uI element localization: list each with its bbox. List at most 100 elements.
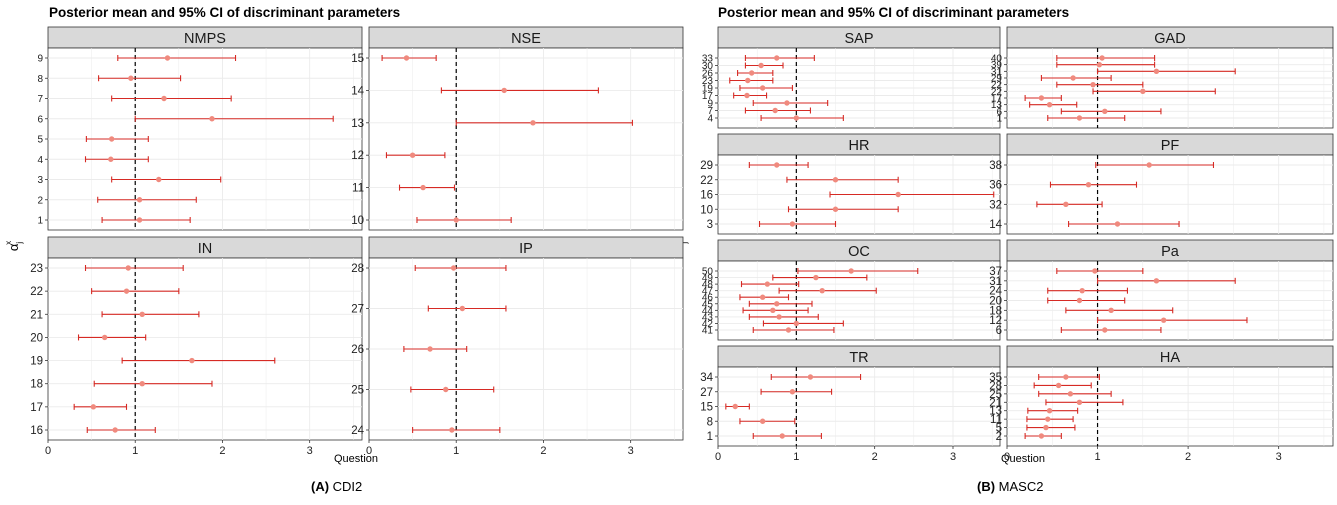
panel-b-title: Posterior mean and 95% CI of discriminan… xyxy=(718,5,1069,20)
y-tick-label: 22 xyxy=(700,175,713,187)
y-tick-label: 6 xyxy=(996,325,1002,337)
posterior-mean-point xyxy=(1085,181,1092,188)
posterior-mean-point xyxy=(1102,327,1108,333)
posterior-mean-point xyxy=(427,346,433,352)
y-tick-label: 46 xyxy=(702,293,714,304)
posterior-mean-point xyxy=(136,197,143,203)
y-tick-label: 31 xyxy=(989,276,1002,288)
y-tick-label: 1 xyxy=(996,114,1002,125)
y-tick-label: 38 xyxy=(989,160,1002,172)
posterior-mean-point xyxy=(420,184,426,191)
panel-a-caption-group: (A) CDI2 xyxy=(311,479,362,494)
posterior-mean-point xyxy=(1045,416,1051,422)
posterior-mean-point xyxy=(1099,55,1105,61)
posterior-mean-point xyxy=(409,152,416,158)
y-tick-label: 22 xyxy=(991,87,1003,98)
posterior-mean-point xyxy=(764,281,771,287)
x-tick-label: 1 xyxy=(453,445,459,457)
posterior-mean-point xyxy=(1090,81,1096,88)
y-tick-label: 8 xyxy=(37,74,43,85)
y-tick-label: 10 xyxy=(700,204,713,216)
posterior-mean-point xyxy=(1038,95,1045,101)
y-tick-label: 29 xyxy=(700,160,713,172)
posterior-mean-point xyxy=(759,294,766,300)
y-tick-label: 27 xyxy=(351,304,364,316)
y-tick-label: 12 xyxy=(351,150,364,162)
panel-b-xlabel: Question xyxy=(1001,453,1045,465)
x-tick-label: 0 xyxy=(366,445,372,457)
y-tick-label: 5 xyxy=(37,135,43,146)
posterior-mean-point xyxy=(789,389,796,395)
panel-a-caption-letter: (A) xyxy=(311,479,329,494)
y-tick-label: 7 xyxy=(707,106,713,117)
y-tick-label: 1 xyxy=(37,216,43,227)
y-tick-label: 6 xyxy=(996,107,1002,118)
facet-strip-label: IN xyxy=(198,241,213,257)
posterior-mean-point xyxy=(1076,399,1083,405)
y-tick-label: 30 xyxy=(702,61,714,72)
y-tick-label: 27 xyxy=(700,387,713,399)
y-tick-label: 3 xyxy=(707,219,713,231)
y-tick-label: 19 xyxy=(30,356,43,368)
y-tick-label: 29 xyxy=(991,74,1003,85)
x-tick-label: 3 xyxy=(950,451,956,463)
posterior-mean-point xyxy=(1153,278,1160,284)
posterior-mean-point xyxy=(1046,408,1053,414)
y-tick-label: 15 xyxy=(700,402,713,414)
posterior-mean-point xyxy=(123,288,130,294)
x-tick-label: 2 xyxy=(1185,451,1191,463)
posterior-mean-point xyxy=(449,427,455,433)
posterior-mean-point xyxy=(813,274,819,281)
panel-b-ylabel-sub: j xyxy=(680,242,689,245)
panel-a-caption-text: CDI2 xyxy=(329,479,362,494)
panel-a-ylabel-main: α xyxy=(6,243,21,251)
y-tick-label: 44 xyxy=(702,306,714,317)
posterior-mean-point xyxy=(1102,108,1108,115)
posterior-mean-point xyxy=(789,221,796,227)
y-tick-label: 17 xyxy=(991,94,1003,105)
y-tick-label: 17 xyxy=(702,91,714,102)
x-tick-label: 2 xyxy=(540,445,546,457)
y-tick-label: 20 xyxy=(30,332,43,344)
facet-strip-label: IP xyxy=(519,241,533,257)
facet-strip-label: OC xyxy=(848,244,870,260)
y-tick-label: 18 xyxy=(989,305,1002,317)
y-tick-label: 37 xyxy=(989,266,1002,278)
posterior-mean-point xyxy=(501,87,507,94)
y-tick-label: 35 xyxy=(989,372,1002,384)
posterior-mean-point xyxy=(744,92,750,99)
y-tick-label: 13 xyxy=(991,100,1003,111)
y-tick-label: 19 xyxy=(702,84,714,95)
y-tick-label: 43 xyxy=(702,312,714,323)
panel-a-caption: (A) CDI2 xyxy=(311,479,362,494)
panel-b-caption: (B) MASC2 xyxy=(977,479,1043,494)
posterior-mean-point xyxy=(793,320,800,327)
y-tick-label: 2 xyxy=(996,431,1002,443)
facet-plot-area xyxy=(47,257,363,441)
y-tick-label: 4 xyxy=(37,155,43,166)
facet-panels: NMPS987654321NSE151413121110IN2322212019… xyxy=(30,26,1334,463)
posterior-mean-point xyxy=(819,287,825,294)
posterior-mean-point xyxy=(807,374,814,380)
posterior-mean-point xyxy=(793,115,800,121)
facet-a-nmps: NMPS 9 8 7 6 5 4 3 2 1 xyxy=(37,26,363,231)
y-tick-label: 15 xyxy=(351,53,364,65)
posterior-mean-point xyxy=(1096,61,1103,68)
y-tick-label: 25 xyxy=(989,389,1002,401)
panel-a-xlabel-group: Question xyxy=(334,453,378,465)
posterior-mean-point xyxy=(1055,382,1062,389)
posterior-mean-point xyxy=(161,95,167,102)
y-tick-label: 24 xyxy=(989,286,1002,298)
panel-a-xlabel: Question xyxy=(334,453,378,465)
posterior-mean-point xyxy=(1043,424,1049,431)
posterior-mean-point xyxy=(1153,68,1160,75)
x-tick-label: 0 xyxy=(45,445,51,457)
facet-plot-area xyxy=(368,47,684,231)
y-tick-label: 47 xyxy=(702,286,714,297)
y-tick-label: 50 xyxy=(702,267,714,278)
posterior-mean-point xyxy=(108,156,114,162)
